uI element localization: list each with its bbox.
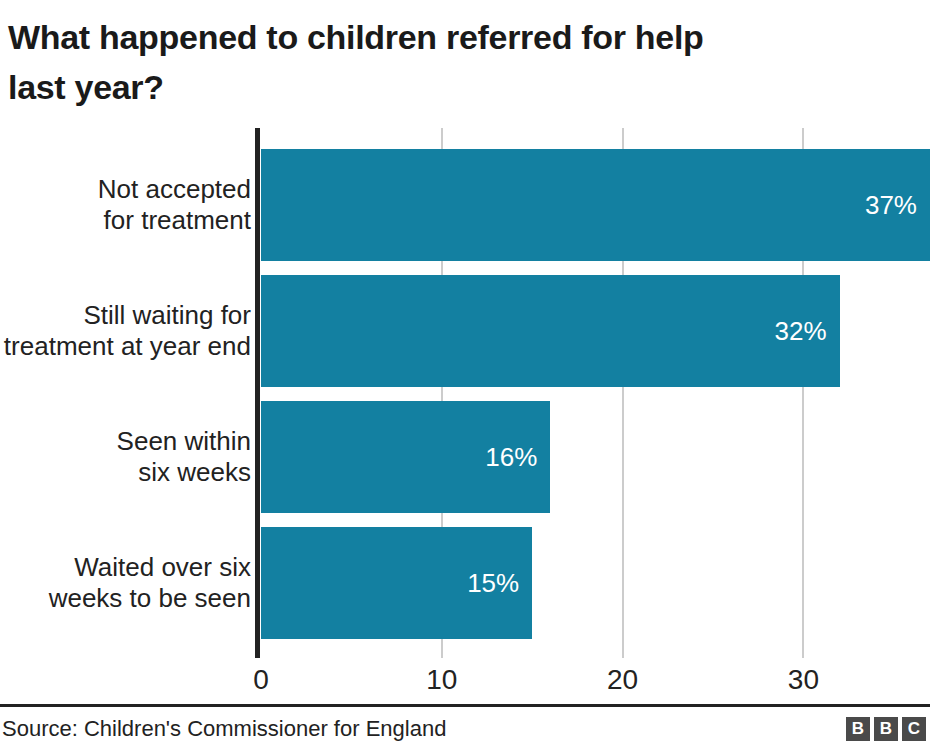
page-title-line-2: last year?	[8, 62, 922, 112]
y-axis-line	[255, 128, 260, 658]
value-label: 32%	[775, 316, 827, 347]
category-label-line: for treatment	[0, 205, 251, 236]
x-tick-label-20: 20	[607, 664, 638, 696]
x-tick-label-0: 0	[253, 664, 269, 696]
value-label: 15%	[467, 568, 519, 599]
value-label: 16%	[485, 442, 537, 473]
x-tick-label-30: 30	[788, 664, 819, 696]
category-label-line: Still waiting for	[0, 300, 251, 331]
bar-track: 16%	[261, 401, 930, 513]
bar-chart: Not accepted for treatment 37% Still wai…	[0, 128, 930, 658]
page-title-line-1: What happened to children referred for h…	[8, 12, 922, 62]
bar-seen-within-six-weeks: 16%	[261, 401, 550, 513]
category-label: Waited over six weeks to be seen	[0, 527, 261, 639]
category-label-line: weeks to be seen	[0, 583, 251, 614]
bar-track: 37%	[261, 149, 930, 261]
category-label-line: Waited over six	[0, 552, 251, 583]
x-axis: 0 10 20 30	[0, 658, 930, 704]
bar-track: 32%	[261, 275, 930, 387]
bbc-logo-block-b1: B	[846, 717, 870, 741]
bar-row-waited-over-six-weeks: Waited over six weeks to be seen 15%	[0, 527, 930, 639]
source-credit: Source: Children's Commissioner for Engl…	[2, 716, 446, 742]
bbc-logo: B B C	[846, 717, 926, 741]
category-label: Seen within six weeks	[0, 401, 261, 513]
category-label-line: treatment at year end	[0, 331, 251, 362]
bar-still-waiting: 32%	[261, 275, 840, 387]
bar-row-not-accepted: Not accepted for treatment 37%	[0, 149, 930, 261]
category-label-line: Seen within	[0, 426, 251, 457]
bar-track: 15%	[261, 527, 930, 639]
bar-row-still-waiting: Still waiting for treatment at year end …	[0, 275, 930, 387]
value-label: 37%	[865, 190, 917, 221]
category-label: Not accepted for treatment	[0, 149, 261, 261]
bar-not-accepted: 37%	[261, 149, 930, 261]
page-title: What happened to children referred for h…	[0, 0, 930, 128]
bbc-logo-block-b2: B	[874, 717, 898, 741]
bbc-chart-graphic: What happened to children referred for h…	[0, 0, 930, 750]
x-tick-label-10: 10	[426, 664, 457, 696]
bar-rows: Not accepted for treatment 37% Still wai…	[0, 149, 930, 639]
category-label-line: Not accepted	[0, 174, 251, 205]
bbc-logo-block-c: C	[902, 717, 926, 741]
bar-waited-over-six-weeks: 15%	[261, 527, 532, 639]
x-axis-labels: 0 10 20 30	[261, 658, 930, 704]
plot-area: Not accepted for treatment 37% Still wai…	[261, 128, 930, 658]
bar-row-seen-within-six-weeks: Seen within six weeks 16%	[0, 401, 930, 513]
category-label: Still waiting for treatment at year end	[0, 275, 261, 387]
footer: Source: Children's Commissioner for Engl…	[0, 704, 930, 750]
category-label-line: six weeks	[0, 457, 251, 488]
